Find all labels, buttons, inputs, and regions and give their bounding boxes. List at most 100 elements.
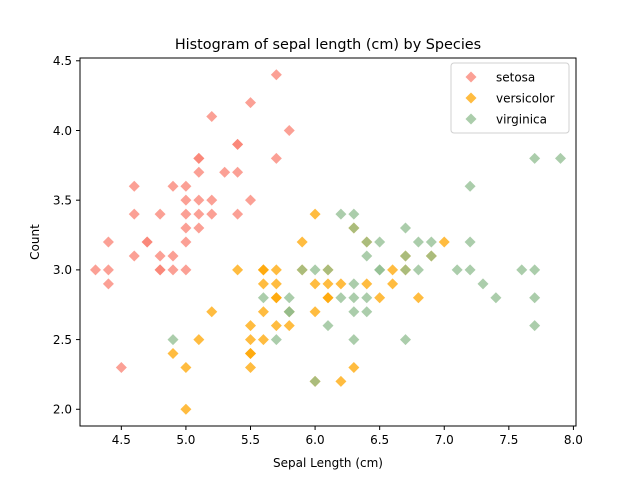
legend-marker-setosa [465, 71, 477, 83]
data-point-virginica [400, 334, 411, 346]
data-point-versicolor [180, 361, 192, 373]
data-point-virginica [348, 208, 360, 220]
data-point-virginica [400, 264, 411, 276]
data-point-setosa [206, 111, 218, 123]
y-tick-label: 3.0 [53, 263, 72, 277]
data-point-versicolor [335, 375, 347, 387]
data-point-virginica [283, 292, 295, 304]
data-point-setosa [90, 264, 101, 276]
data-point-setosa [154, 208, 166, 220]
data-point-virginica [529, 152, 541, 164]
data-point-virginica [283, 306, 295, 318]
plot-marks [90, 69, 566, 415]
data-point-virginica [451, 264, 463, 276]
x-tick-label: 5.5 [241, 433, 260, 447]
data-point-virginica [348, 334, 360, 346]
data-point-setosa [102, 236, 114, 248]
data-point-virginica [361, 292, 373, 304]
data-point-setosa [245, 97, 256, 109]
data-point-setosa [193, 152, 205, 164]
data-point-virginica [374, 264, 386, 276]
data-point-versicolor [245, 334, 256, 346]
data-point-virginica [335, 208, 347, 220]
data-point-virginica [348, 278, 360, 290]
data-point-setosa [167, 264, 179, 276]
data-point-setosa [193, 208, 205, 220]
data-point-virginica [529, 292, 541, 304]
data-point-setosa [232, 166, 244, 178]
legend-label-versicolor: versicolor [496, 91, 555, 105]
data-point-versicolor [257, 278, 269, 290]
data-point-setosa [270, 152, 282, 164]
data-point-versicolor [257, 264, 269, 276]
data-point-versicolor [309, 278, 321, 290]
data-point-setosa [180, 180, 192, 192]
y-tick-label: 3.5 [53, 193, 72, 207]
data-point-virginica [257, 292, 269, 304]
data-point-versicolor [270, 320, 282, 332]
data-point-virginica [309, 264, 321, 276]
data-point-setosa [128, 208, 140, 220]
data-point-setosa [245, 194, 256, 206]
y-axis: 2.0 2.5 3.0 3.5 4.0 4.5 [53, 54, 80, 417]
data-point-setosa [283, 124, 295, 136]
data-point-setosa [102, 278, 114, 290]
data-point-virginica [361, 306, 373, 318]
chart-title: Histogram of sepal length (cm) by Specie… [175, 37, 481, 53]
data-point-virginica [400, 250, 411, 262]
data-point-versicolor [322, 278, 334, 290]
data-point-virginica [348, 306, 360, 318]
data-point-virginica [412, 236, 424, 248]
data-point-setosa [193, 166, 205, 178]
legend-box [450, 62, 570, 134]
data-point-setosa [180, 264, 192, 276]
data-point-virginica [309, 375, 321, 387]
data-point-versicolor [296, 236, 308, 248]
data-point-versicolor [245, 320, 256, 332]
data-point-setosa [206, 194, 218, 206]
data-point-virginica [335, 292, 347, 304]
legend-label-virginica: virginica [496, 112, 547, 126]
data-point-setosa [232, 208, 244, 220]
data-point-virginica [529, 320, 541, 332]
x-tick-label: 6.5 [370, 433, 389, 447]
data-point-setosa [270, 69, 282, 81]
data-point-versicolor [245, 348, 256, 360]
data-point-versicolor [180, 403, 192, 415]
x-tick-label: 7.5 [499, 433, 518, 447]
data-point-virginica [348, 222, 360, 234]
data-point-setosa [167, 180, 179, 192]
x-tick-label: 6.0 [306, 433, 325, 447]
y-tick-label: 4.5 [53, 54, 72, 68]
data-point-versicolor [270, 278, 282, 290]
data-point-versicolor [387, 278, 399, 290]
data-point-setosa [193, 222, 205, 234]
legend-label-setosa: setosa [496, 70, 535, 84]
data-point-setosa [180, 208, 192, 220]
data-point-setosa [193, 194, 205, 206]
data-point-virginica [167, 334, 179, 346]
data-point-setosa [180, 194, 192, 206]
data-point-setosa [167, 250, 179, 262]
data-point-setosa [102, 264, 114, 276]
x-tick-label: 7.0 [435, 433, 454, 447]
data-point-versicolor [257, 334, 269, 346]
data-point-versicolor [309, 306, 321, 318]
data-point-versicolor [387, 264, 399, 276]
data-point-versicolor [335, 278, 347, 290]
data-point-versicolor [322, 292, 334, 304]
data-point-virginica [322, 320, 334, 332]
data-point-versicolor [361, 278, 373, 290]
data-point-versicolor [348, 361, 360, 373]
data-point-setosa [128, 250, 140, 262]
data-point-virginica [322, 264, 334, 276]
data-point-setosa [219, 166, 231, 178]
legend: setosa versicolor virginica [450, 62, 570, 134]
data-point-virginica [516, 264, 528, 276]
data-point-versicolor [283, 320, 295, 332]
data-point-versicolor [412, 292, 424, 304]
data-point-virginica [361, 250, 373, 262]
data-point-virginica [400, 222, 411, 234]
